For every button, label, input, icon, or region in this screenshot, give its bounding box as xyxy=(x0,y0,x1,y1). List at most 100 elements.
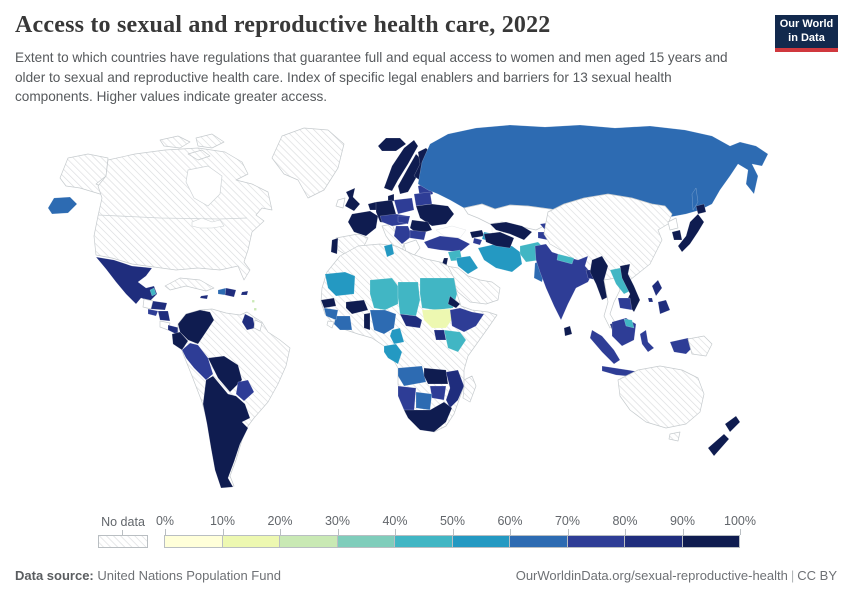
world-map[interactable] xyxy=(40,118,820,510)
country-eritrea[interactable] xyxy=(447,295,461,309)
country-china-mongolia[interactable] xyxy=(543,193,673,287)
country-paraguay[interactable] xyxy=(235,379,255,402)
country-jamaica[interactable] xyxy=(199,294,209,300)
country-dominican-republic[interactable] xyxy=(224,287,237,298)
country-vietnam[interactable] xyxy=(619,263,641,313)
legend-no-data-swatch[interactable] xyxy=(98,535,148,548)
owid-url[interactable]: OurWorldinData.org/sexual-reproductive-h… xyxy=(515,568,788,583)
legend-color-cell[interactable] xyxy=(451,535,510,548)
country-iraq[interactable] xyxy=(455,255,479,275)
legend-color-cell[interactable] xyxy=(681,535,740,548)
country-georgia[interactable] xyxy=(469,229,485,239)
country-france[interactable] xyxy=(347,210,379,237)
country-russia-sakhalin[interactable] xyxy=(691,187,699,211)
country-uganda[interactable] xyxy=(433,329,447,341)
country-arctic-islands[interactable] xyxy=(195,133,225,149)
country-lesser-antilles[interactable] xyxy=(251,299,257,311)
country-sierra-leone[interactable] xyxy=(326,320,335,329)
country-canada-usa[interactable] xyxy=(93,147,273,281)
country-arabian-peninsula[interactable] xyxy=(445,265,501,305)
country-balkans[interactable] xyxy=(393,225,413,245)
legend-color-cell[interactable] xyxy=(394,535,453,548)
country-chad[interactable] xyxy=(397,281,421,317)
country-madagascar[interactable] xyxy=(462,375,477,403)
country-indonesia-papua[interactable] xyxy=(669,337,695,355)
country-turkey[interactable] xyxy=(423,235,471,253)
legend-color-cell[interactable] xyxy=(336,535,395,548)
country-guinea[interactable] xyxy=(323,307,339,321)
country-arctic-islands[interactable] xyxy=(187,149,211,161)
country-australia[interactable] xyxy=(617,365,705,429)
country-new-zealand[interactable] xyxy=(707,415,741,457)
country-indonesia-sumatra[interactable] xyxy=(589,329,621,365)
country-sudan[interactable] xyxy=(419,277,458,311)
legend-color-bar[interactable] xyxy=(164,535,740,548)
country-denmark[interactable] xyxy=(387,193,395,203)
country-cameroon[interactable] xyxy=(389,327,405,345)
country-ecuador[interactable] xyxy=(171,331,189,351)
country-iceland[interactable] xyxy=(377,137,407,152)
country-hungary[interactable] xyxy=(397,215,411,225)
country-honduras[interactable] xyxy=(150,300,168,311)
country-nepal[interactable] xyxy=(556,253,575,265)
country-angola[interactable] xyxy=(397,365,427,387)
country-belize[interactable] xyxy=(149,287,157,297)
country-poland[interactable] xyxy=(393,197,415,215)
country-alaska[interactable] xyxy=(59,153,111,195)
country-arctic-islands[interactable] xyxy=(159,135,191,149)
country-mozambique[interactable] xyxy=(445,369,465,409)
country-portugal[interactable] xyxy=(330,237,339,255)
country-puerto-rico[interactable] xyxy=(240,290,249,296)
country-el-salvador[interactable] xyxy=(147,308,159,317)
country-cambodia[interactable] xyxy=(617,297,633,311)
legend-color-cell[interactable] xyxy=(164,535,223,548)
country-kenya[interactable] xyxy=(443,329,467,353)
legend-color-cell[interactable] xyxy=(221,535,280,548)
country-bulgaria[interactable] xyxy=(409,229,427,241)
country-ethiopia[interactable] xyxy=(449,307,485,333)
legend-color-cell[interactable] xyxy=(624,535,683,548)
country-mexico[interactable] xyxy=(95,256,158,305)
country-benin-togo[interactable] xyxy=(363,312,371,331)
country-norway[interactable] xyxy=(383,139,419,192)
country-congo-gabon[interactable] xyxy=(383,343,403,365)
legend-color-cell[interactable] xyxy=(279,535,338,548)
country-zimbabwe[interactable] xyxy=(429,385,447,401)
country-senegal[interactable] xyxy=(320,297,337,309)
country-nigeria[interactable] xyxy=(369,309,397,335)
country-borneo-north[interactable] xyxy=(623,318,635,329)
country-cuba[interactable] xyxy=(164,277,215,292)
country-namibia[interactable] xyxy=(397,385,417,413)
country-mauritania[interactable] xyxy=(324,271,356,297)
country-papua-new-guinea[interactable] xyxy=(687,335,713,357)
country-uzbekistan[interactable] xyxy=(489,221,533,241)
country-botswana[interactable] xyxy=(415,391,433,411)
country-central-african-republic[interactable] xyxy=(399,313,423,329)
country-zambia[interactable] xyxy=(423,367,449,385)
country-ukraine[interactable] xyxy=(415,203,455,227)
country-turkmenistan[interactable] xyxy=(483,231,515,249)
country-indonesia-sulawesi[interactable] xyxy=(639,329,655,353)
country-iran[interactable] xyxy=(477,243,523,273)
country-peru[interactable] xyxy=(181,342,214,381)
country-guyana[interactable] xyxy=(241,313,256,331)
country-south-sudan[interactable] xyxy=(421,308,454,329)
country-armenia[interactable] xyxy=(472,237,483,246)
country-haiti[interactable] xyxy=(217,287,227,296)
legend-color-cell[interactable] xyxy=(566,535,625,548)
country-greenland[interactable] xyxy=(271,127,345,199)
country-south-africa[interactable] xyxy=(403,401,453,433)
country-chile-argentina-uruguay[interactable] xyxy=(202,375,251,489)
country-south-korea[interactable] xyxy=(671,229,683,241)
country-colombia[interactable] xyxy=(177,309,215,345)
country-ireland[interactable] xyxy=(335,197,346,209)
country-tasmania[interactable] xyxy=(668,431,681,442)
country-burkina-faso[interactable] xyxy=(345,299,369,315)
country-japan[interactable] xyxy=(677,203,707,253)
country-nicaragua[interactable] xyxy=(157,310,171,322)
country-ivory-coast[interactable] xyxy=(333,315,353,331)
license-label[interactable]: CC BY xyxy=(797,568,837,583)
country-sri-lanka[interactable] xyxy=(563,325,573,337)
country-tunisia[interactable] xyxy=(383,243,395,258)
country-russia-chukotka[interactable] xyxy=(47,196,78,215)
